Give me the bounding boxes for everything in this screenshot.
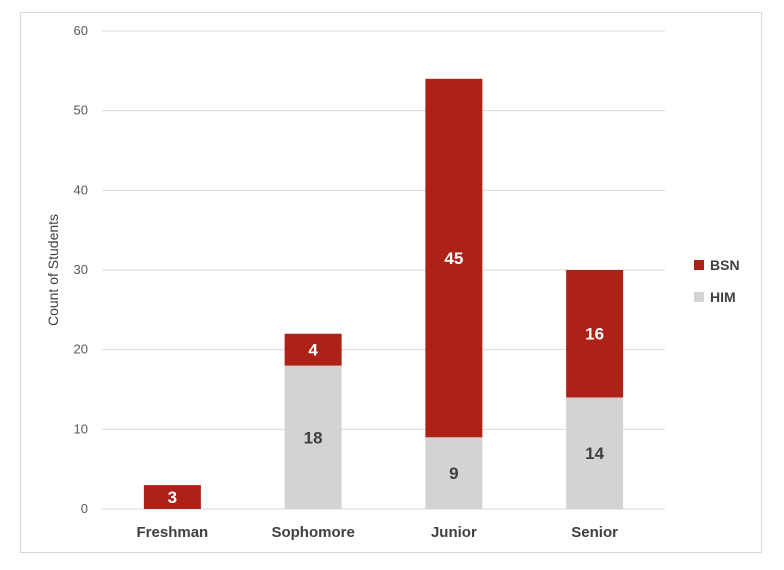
y-tick-label: 30	[74, 262, 88, 277]
data-label-bsn-sophomore: 4	[308, 341, 318, 360]
y-axis-label: Count of Students	[45, 214, 61, 326]
bar-him-junior	[425, 437, 483, 509]
legend-label-him: HIM	[710, 289, 736, 305]
x-category-label: Sophomore	[271, 524, 354, 541]
legend: BSN HIM	[694, 257, 740, 305]
y-axis-ticks: 0 10 20 30 40 50 60	[74, 23, 88, 516]
y-tick-label: 20	[74, 342, 88, 357]
legend-label-bsn: BSN	[710, 257, 740, 273]
data-label-him-junior: 9	[449, 464, 458, 483]
data-label-bsn-freshman: 3	[168, 488, 177, 507]
bar-him-sophomore	[284, 365, 342, 509]
data-label-bsn-junior: 45	[444, 249, 463, 268]
bar-bsn-sophomore	[284, 333, 342, 366]
data-label-him-sophomore: 18	[304, 428, 323, 447]
x-axis-categories: Freshman Sophomore Junior Senior	[137, 524, 619, 541]
x-category-label: Junior	[431, 524, 477, 541]
y-tick-label: 0	[81, 501, 88, 516]
chart-frame	[20, 12, 762, 553]
bar-bsn-junior	[425, 78, 483, 438]
y-tick-label: 10	[74, 421, 88, 436]
y-tick-label: 60	[74, 23, 88, 38]
x-category-label: Freshman	[137, 524, 209, 541]
legend-swatch-bsn	[694, 260, 704, 270]
data-labels: 3 18 4 9 45 14 16	[168, 249, 605, 507]
bar-bsn-senior	[566, 270, 624, 398]
bar-bsn-freshman	[143, 485, 201, 509]
y-tick-label: 50	[74, 103, 88, 118]
x-category-label: Senior	[571, 524, 618, 541]
data-label-bsn-senior: 16	[585, 325, 604, 344]
y-tick-label: 40	[74, 182, 88, 197]
bar-him-senior	[566, 397, 624, 509]
data-label-him-senior: 14	[585, 444, 604, 463]
bars	[143, 78, 624, 509]
legend-swatch-him	[694, 292, 704, 302]
